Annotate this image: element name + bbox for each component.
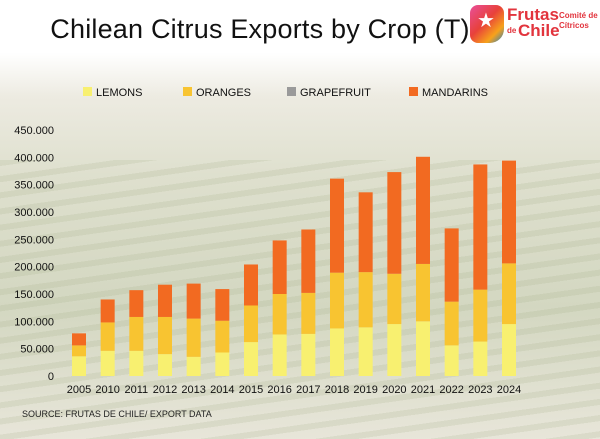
bar-mandarins bbox=[502, 160, 516, 264]
source-note: SOURCE: FRUTAS DE CHILE/ EXPORT DATA bbox=[22, 409, 212, 419]
x-tick-label: 2013 bbox=[181, 384, 205, 396]
star-icon: ★ bbox=[477, 10, 495, 32]
legend-swatch-mandarins bbox=[409, 87, 418, 96]
bar-mandarins bbox=[444, 228, 459, 302]
y-tick-label: 100.000 bbox=[14, 316, 54, 328]
legend-label-lemons: LEMONS bbox=[96, 87, 142, 99]
bar-oranges bbox=[100, 322, 115, 351]
frutas-de-chile-logo: ★ Frutas de Chile Comité de Cítricos bbox=[470, 5, 598, 45]
x-tick-label: 2011 bbox=[125, 384, 149, 396]
x-tick-label: 2016 bbox=[267, 384, 291, 396]
bar-mandarins bbox=[215, 289, 230, 321]
bar-oranges bbox=[244, 305, 258, 343]
bar-lemons bbox=[129, 350, 144, 376]
bar-lemons bbox=[158, 354, 172, 376]
bar-oranges bbox=[158, 316, 172, 355]
bar-lemons bbox=[387, 324, 402, 376]
y-tick-label: 50.000 bbox=[20, 344, 54, 356]
legend-label-mandarins: MANDARINS bbox=[422, 87, 488, 99]
x-tick-label: 2005 bbox=[67, 384, 91, 396]
bar-oranges bbox=[72, 345, 86, 357]
bar-oranges bbox=[272, 294, 287, 335]
legend-swatch-lemons bbox=[83, 87, 92, 96]
y-tick-label: 350.000 bbox=[14, 180, 54, 192]
y-tick-label: 200.000 bbox=[14, 262, 54, 274]
bar-lemons bbox=[502, 324, 516, 376]
bar-oranges bbox=[330, 272, 344, 329]
bar-lemons bbox=[473, 341, 488, 376]
bar-mandarins bbox=[186, 283, 201, 319]
bar-lemons bbox=[100, 350, 115, 376]
logo-subtitle: Comité de Cítricos bbox=[559, 11, 598, 30]
y-tick-label: 400.000 bbox=[14, 152, 54, 164]
y-tick-label: 300.000 bbox=[14, 207, 54, 219]
logo-badge-icon: ★ bbox=[470, 5, 504, 43]
bar-lemons bbox=[301, 333, 316, 376]
y-tick-label: 450.000 bbox=[14, 125, 54, 137]
bar-mandarins bbox=[272, 240, 287, 294]
legend-swatch-grapefruit bbox=[287, 87, 296, 96]
bar-mandarins bbox=[416, 156, 430, 264]
logo-brand-text: Frutas bbox=[507, 5, 559, 24]
bar-lemons bbox=[416, 321, 430, 376]
y-tick-label: 250.000 bbox=[14, 234, 54, 246]
bar-mandarins bbox=[129, 290, 144, 317]
bar-lemons bbox=[330, 328, 344, 376]
bar-oranges bbox=[358, 272, 373, 328]
bar-mandarins bbox=[387, 172, 402, 274]
bar-lemons bbox=[186, 356, 201, 376]
x-tick-label: 2022 bbox=[439, 384, 463, 396]
x-tick-label: 2010 bbox=[95, 384, 119, 396]
bar-oranges bbox=[129, 316, 144, 351]
bar-mandarins bbox=[244, 264, 258, 306]
x-tick-label: 2021 bbox=[411, 384, 435, 396]
x-tick-label: 2017 bbox=[296, 384, 320, 396]
y-tick-label: 0 bbox=[48, 371, 54, 383]
bar-oranges bbox=[301, 292, 316, 334]
bar-oranges bbox=[186, 318, 201, 357]
bar-lemons bbox=[272, 334, 287, 376]
logo-chile-text: Chile bbox=[518, 21, 560, 40]
bar-lemons bbox=[444, 345, 459, 376]
legend-label-oranges: ORANGES bbox=[196, 87, 251, 99]
x-tick-label: 2024 bbox=[497, 384, 521, 396]
bar-mandarins bbox=[158, 284, 172, 317]
x-tick-label: 2014 bbox=[210, 384, 234, 396]
bar-mandarins bbox=[100, 299, 115, 323]
bar-lemons bbox=[244, 342, 258, 376]
bar-oranges bbox=[444, 301, 459, 346]
bar-oranges bbox=[387, 273, 402, 325]
x-tick-label: 2020 bbox=[382, 384, 406, 396]
x-tick-label: 2012 bbox=[153, 384, 177, 396]
x-tick-label: 2023 bbox=[468, 384, 492, 396]
x-tick-label: 2018 bbox=[325, 384, 349, 396]
logo-de-text: de bbox=[507, 26, 517, 35]
bar-oranges bbox=[473, 289, 488, 342]
bar-oranges bbox=[215, 320, 230, 353]
bar-lemons bbox=[215, 352, 230, 376]
bar-mandarins bbox=[473, 164, 488, 290]
page-title: Chilean Citrus Exports by Crop (T) bbox=[50, 14, 470, 44]
y-tick-label: 150.000 bbox=[14, 289, 54, 301]
legend-label-grapefruit: GRAPEFRUIT bbox=[300, 87, 371, 99]
bar-oranges bbox=[416, 263, 430, 322]
background-orchard-rows bbox=[0, 160, 600, 439]
bar-lemons bbox=[358, 327, 373, 376]
legend-swatch-oranges bbox=[183, 87, 192, 96]
bar-mandarins bbox=[72, 333, 86, 346]
x-tick-label: 2015 bbox=[239, 384, 263, 396]
bar-oranges bbox=[502, 263, 516, 325]
bar-mandarins bbox=[358, 192, 373, 273]
x-tick-label: 2019 bbox=[353, 384, 377, 396]
bar-lemons bbox=[72, 356, 86, 376]
bar-mandarins bbox=[330, 178, 344, 273]
bar-mandarins bbox=[301, 229, 316, 293]
